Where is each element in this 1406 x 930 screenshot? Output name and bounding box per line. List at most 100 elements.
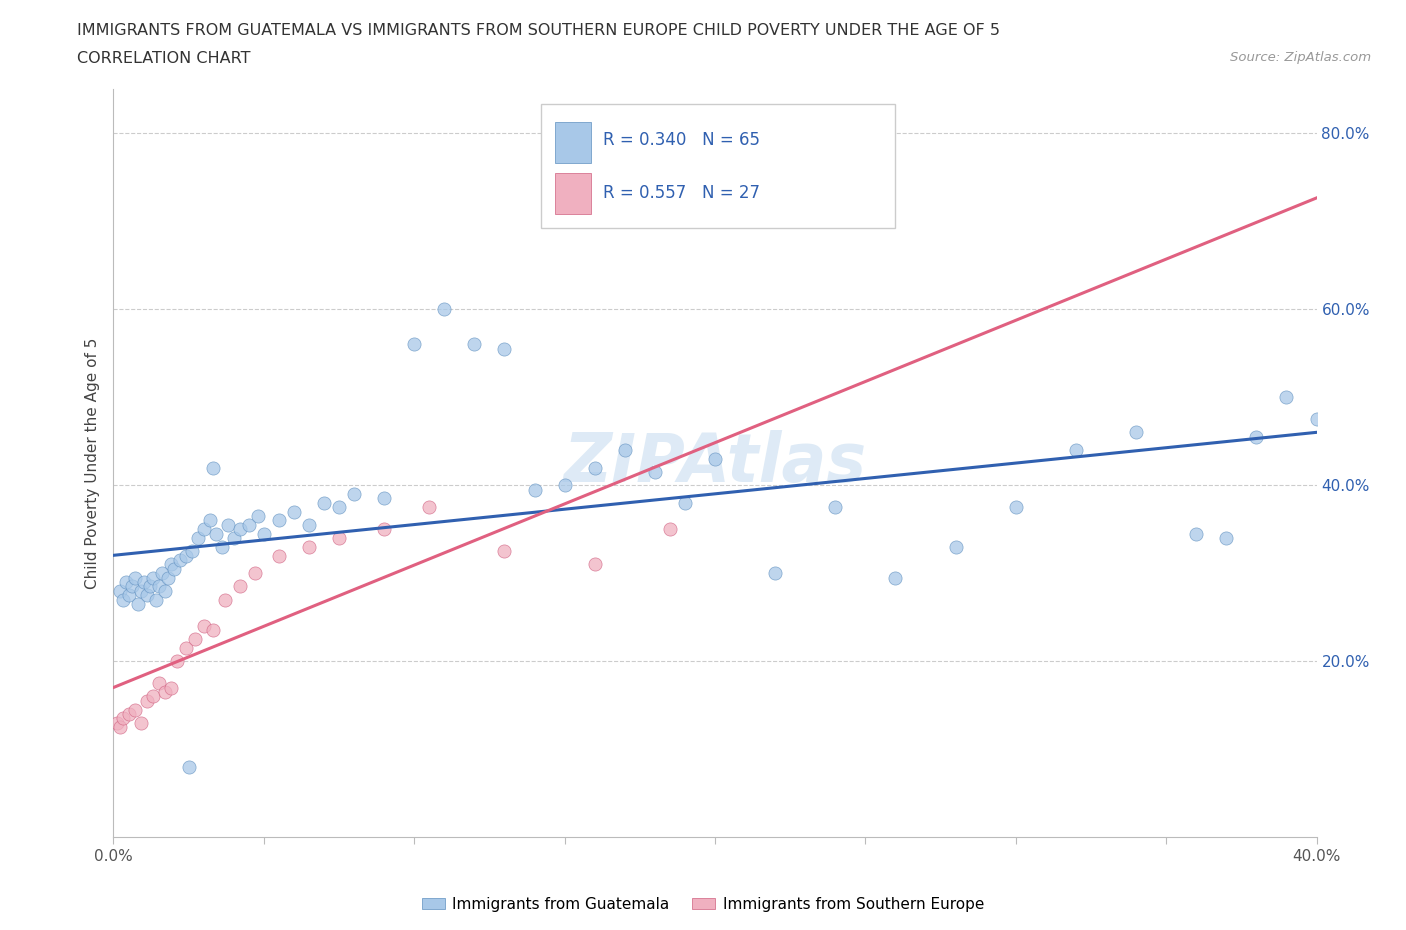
Point xyxy=(177,759,200,774)
Point xyxy=(163,562,186,577)
Text: IMMIGRANTS FROM GUATEMALA VS IMMIGRANTS FROM SOUTHERN EUROPE CHILD POVERTY UNDER: IMMIGRANTS FROM GUATEMALA VS IMMIGRANTS … xyxy=(77,23,1000,38)
Point xyxy=(373,491,395,506)
Point xyxy=(148,578,170,593)
Point xyxy=(132,575,155,590)
Point xyxy=(129,583,152,598)
Point xyxy=(174,641,197,656)
Point xyxy=(229,578,252,593)
Point xyxy=(673,496,696,511)
Point xyxy=(583,460,606,475)
Point xyxy=(644,465,666,480)
Point xyxy=(312,496,335,511)
Y-axis label: Child Poverty Under the Age of 5: Child Poverty Under the Age of 5 xyxy=(86,338,100,589)
Point xyxy=(494,341,516,356)
FancyBboxPatch shape xyxy=(555,122,591,163)
Text: Source: ZipAtlas.com: Source: ZipAtlas.com xyxy=(1230,51,1371,64)
Point xyxy=(658,522,681,537)
Point xyxy=(613,443,636,458)
Point xyxy=(183,631,205,646)
Point xyxy=(404,337,426,352)
Point xyxy=(124,570,146,585)
Point xyxy=(583,557,606,572)
Point xyxy=(108,720,131,735)
Point xyxy=(1275,390,1298,405)
Point xyxy=(169,552,191,567)
Point xyxy=(1185,526,1208,541)
Point xyxy=(298,517,321,532)
Point xyxy=(373,522,395,537)
Point xyxy=(267,548,290,563)
Text: ZIPAtlas: ZIPAtlas xyxy=(564,431,866,497)
Point xyxy=(267,513,290,528)
Point xyxy=(114,575,136,590)
Point xyxy=(201,623,224,638)
Text: R = 0.340   N = 65: R = 0.340 N = 65 xyxy=(603,131,761,149)
Point xyxy=(229,522,252,537)
Point xyxy=(148,676,170,691)
Point xyxy=(135,693,157,708)
Point xyxy=(214,592,236,607)
Point xyxy=(198,513,221,528)
Point xyxy=(433,302,456,317)
Point xyxy=(187,530,209,545)
Point xyxy=(193,618,215,633)
Point xyxy=(159,557,181,572)
Point xyxy=(121,578,143,593)
Point xyxy=(111,592,134,607)
Point xyxy=(554,478,576,493)
Point xyxy=(222,530,245,545)
Point xyxy=(142,570,165,585)
Point xyxy=(246,509,269,524)
Point xyxy=(153,583,176,598)
Point xyxy=(153,684,176,699)
Point xyxy=(494,544,516,559)
Point xyxy=(298,539,321,554)
Point xyxy=(1305,412,1327,427)
Point xyxy=(328,499,350,514)
Text: CORRELATION CHART: CORRELATION CHART xyxy=(77,51,250,66)
Point xyxy=(1064,443,1087,458)
Point xyxy=(108,583,131,598)
Point xyxy=(763,565,786,580)
Point xyxy=(156,570,179,585)
Point xyxy=(150,565,173,580)
Point xyxy=(193,522,215,537)
Point xyxy=(117,707,139,722)
FancyBboxPatch shape xyxy=(540,104,896,228)
Point xyxy=(945,539,967,554)
Point xyxy=(180,544,202,559)
Point xyxy=(105,715,128,730)
Point xyxy=(124,702,146,717)
Point xyxy=(142,689,165,704)
Point xyxy=(463,337,485,352)
Point xyxy=(217,517,239,532)
Point xyxy=(1125,425,1147,440)
Point xyxy=(243,565,266,580)
Text: R = 0.557   N = 27: R = 0.557 N = 27 xyxy=(603,183,761,202)
Point xyxy=(117,588,139,603)
Point xyxy=(418,499,440,514)
Point xyxy=(111,711,134,725)
Point xyxy=(135,588,157,603)
Point xyxy=(523,482,546,497)
Point xyxy=(1215,530,1237,545)
Point xyxy=(127,596,149,611)
Point xyxy=(343,486,366,501)
Point xyxy=(283,504,305,519)
Point xyxy=(211,539,233,554)
Point xyxy=(174,548,197,563)
Legend: Immigrants from Guatemala, Immigrants from Southern Europe: Immigrants from Guatemala, Immigrants fr… xyxy=(416,891,990,918)
Point xyxy=(138,578,160,593)
Point xyxy=(201,460,224,475)
Point xyxy=(884,570,907,585)
Point xyxy=(1004,499,1026,514)
Point xyxy=(238,517,260,532)
Point xyxy=(328,530,350,545)
Point xyxy=(824,499,846,514)
Point xyxy=(145,592,167,607)
Point xyxy=(704,451,727,466)
Point xyxy=(129,715,152,730)
FancyBboxPatch shape xyxy=(555,173,591,214)
Point xyxy=(166,654,188,669)
Point xyxy=(159,680,181,695)
